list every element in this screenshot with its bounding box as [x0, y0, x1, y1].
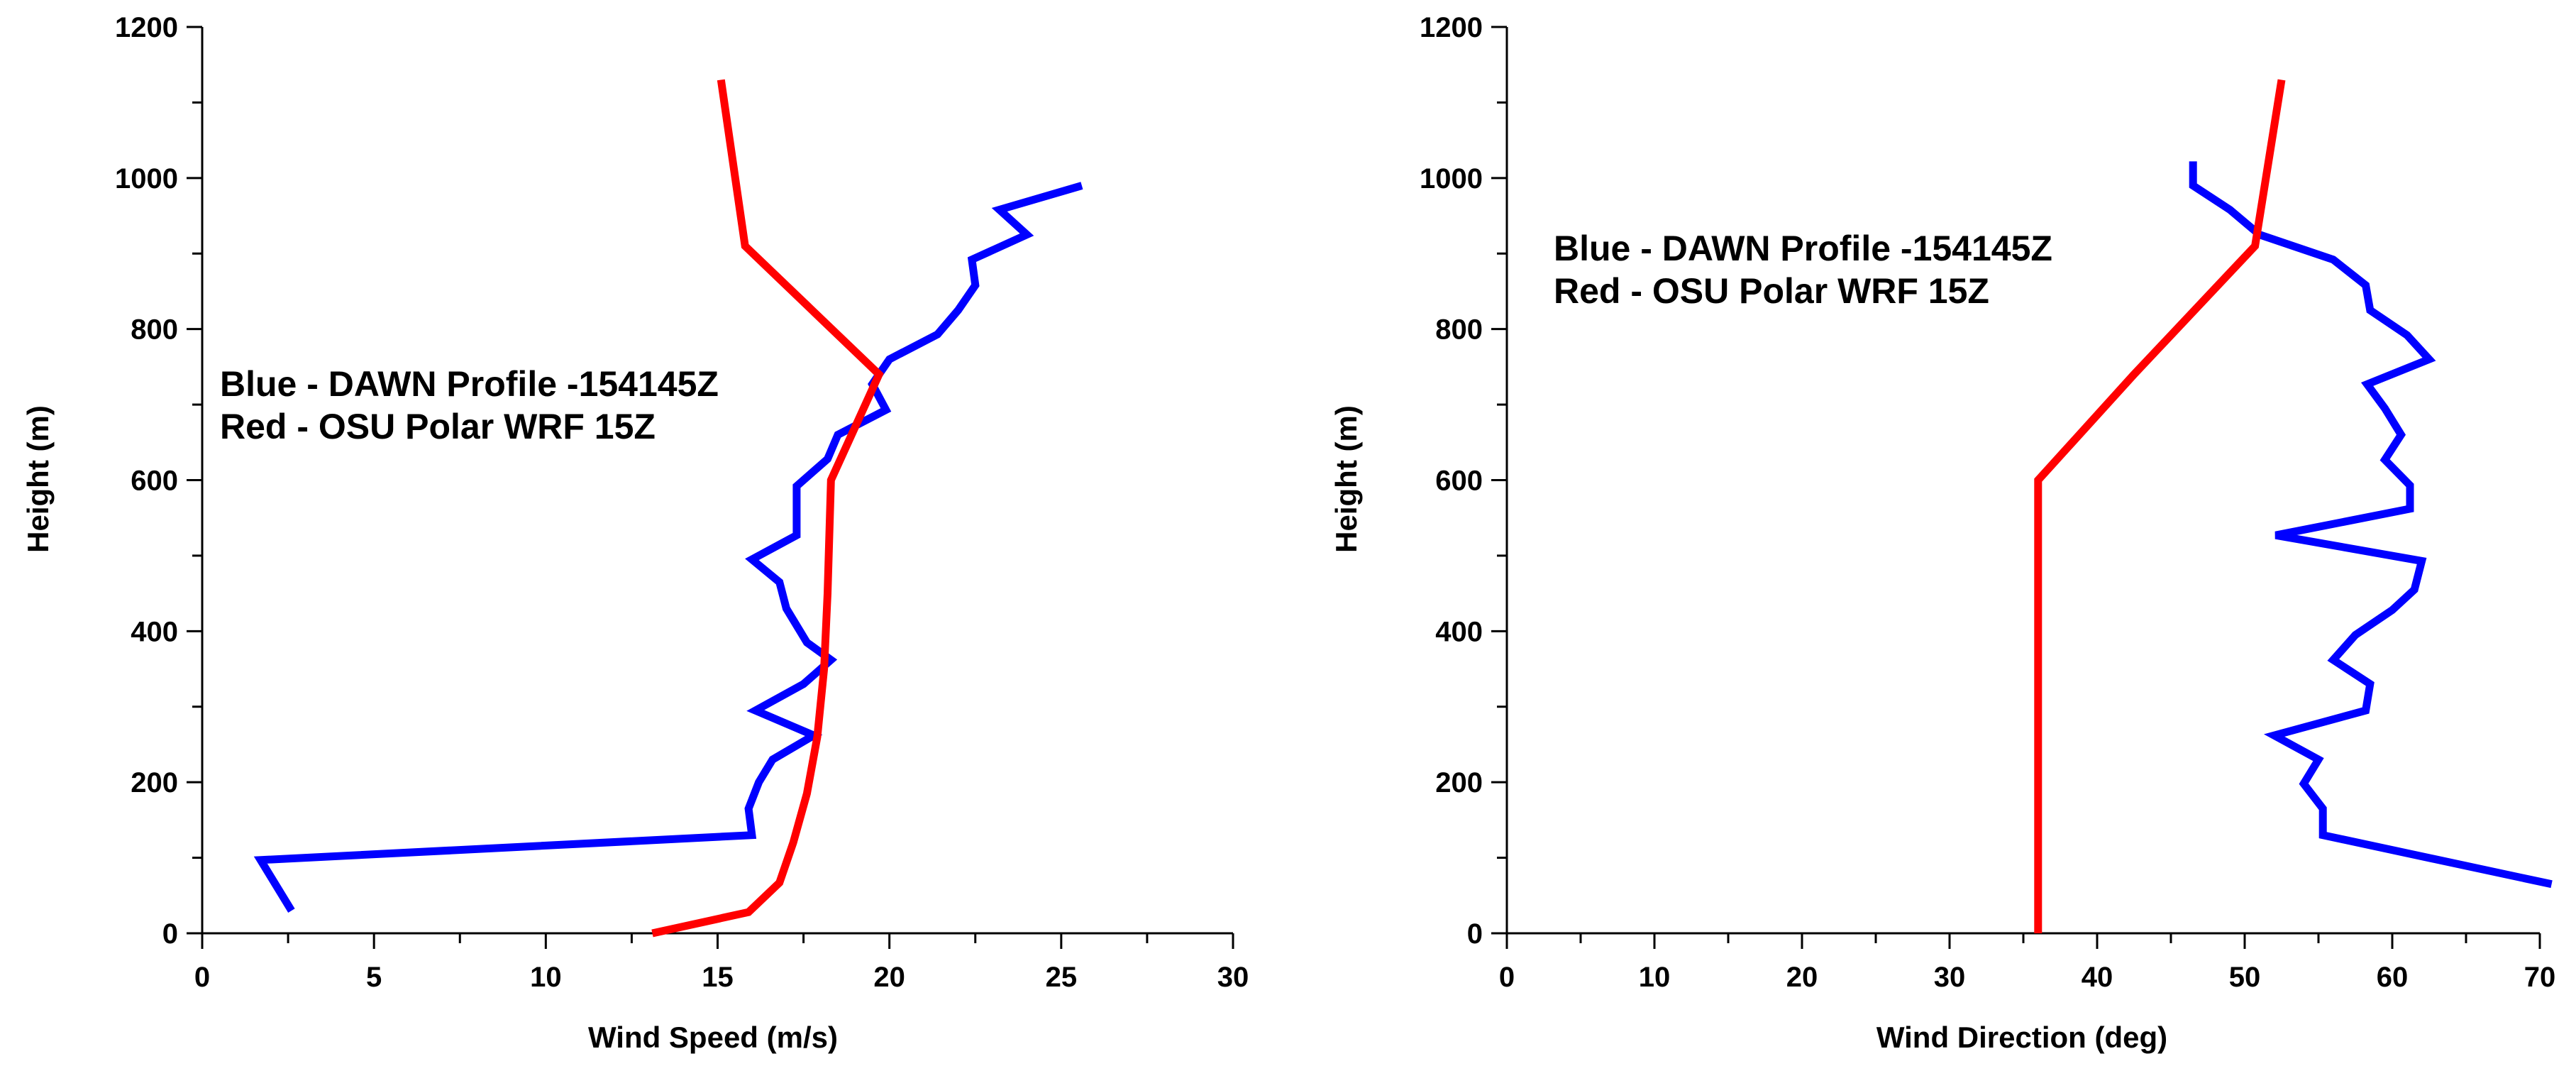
wind-direction-x-tick-label: 10 [1639, 962, 1671, 993]
wind-direction-y-axis-label: Height (m) [1330, 405, 1363, 553]
wind-speed-y-axis-label: Height (m) [21, 405, 55, 553]
wind-direction-legend-blue: Blue - DAWN Profile -154145Z [1554, 229, 2052, 268]
wind-speed-y-tick-label: 400 [131, 616, 178, 647]
wind-speed-x-axis-label: Wind Speed (m/s) [588, 1021, 838, 1054]
wind-direction-x-tick-label: 70 [2524, 962, 2556, 993]
wind-direction-x-tick-label: 50 [2229, 962, 2261, 993]
wind-direction-y-tick-label: 600 [1435, 466, 1483, 497]
wind-speed-y-tick-label: 1000 [115, 163, 178, 194]
wind-direction-osu-wrf-line [2034, 79, 2286, 933]
wind-speed-axes: 0 200 400 600 800 1000 1200 0 5 10 15 20 25 30 [115, 12, 1249, 993]
wind-direction-axes: 0 200 400 600 800 1000 1200 0 10 20 30 40 50 60 70 [1420, 12, 2555, 993]
wind-speed-dawn-profile-line [253, 182, 1083, 913]
wind-speed-legend-red: Red - OSU Polar WRF 15Z [220, 407, 656, 446]
wind-direction-y-tick-label: 0 [1467, 918, 1483, 950]
wind-direction-x-tick-label: 40 [2082, 962, 2113, 993]
wind-speed-x-tick-label: 30 [1217, 962, 1249, 993]
wind-direction-x-tick-label: 0 [1499, 962, 1515, 993]
wind-speed-x-tick-label: 5 [366, 962, 382, 993]
wind-direction-y-tick-label: 1200 [1420, 12, 1483, 43]
wind-speed-panel: 0 200 400 600 800 1000 1200 0 5 10 15 20 25 30 Wind S… [21, 12, 1249, 1054]
wind-direction-x-tick-label: 30 [1934, 962, 1966, 993]
wind-speed-series [253, 79, 1083, 938]
wind-speed-x-tick-label: 10 [530, 962, 562, 993]
wind-speed-x-tick-label: 15 [702, 962, 734, 993]
wind-direction-legend-red: Red - OSU Polar WRF 15Z [1554, 271, 1989, 311]
wind-speed-osu-wrf-line [651, 79, 884, 938]
wind-direction-y-tick-label: 200 [1435, 767, 1483, 798]
wind-direction-x-tick-label: 20 [1786, 962, 1818, 993]
wind-direction-panel: 0 200 400 600 800 1000 1200 0 10 20 30 40 50 60 70 Win… [1330, 12, 2555, 1054]
wind-speed-legend-blue: Blue - DAWN Profile -154145Z [220, 364, 719, 404]
wind-speed-y-tick-label: 600 [131, 466, 178, 497]
wind-speed-y-tick-label: 1200 [115, 12, 178, 43]
wind-direction-x-tick-label: 60 [2377, 962, 2409, 993]
wind-direction-series [2034, 79, 2553, 933]
wind-speed-y-tick-label: 0 [162, 918, 178, 950]
wind-speed-y-tick-label: 800 [131, 314, 178, 346]
wind-speed-x-tick-label: 20 [873, 962, 905, 993]
wind-speed-x-tick-label: 0 [194, 962, 210, 993]
wind-direction-y-tick-label: 800 [1435, 314, 1483, 346]
wind-speed-y-tick-label: 200 [131, 767, 178, 798]
wind-direction-x-axis-label: Wind Direction (deg) [1876, 1021, 2167, 1054]
wind-direction-y-tick-label: 1000 [1420, 163, 1483, 194]
wind-direction-dawn-profile-line [2189, 161, 2553, 889]
wind-direction-y-tick-label: 400 [1435, 616, 1483, 647]
wind-speed-x-tick-label: 25 [1046, 962, 1078, 993]
